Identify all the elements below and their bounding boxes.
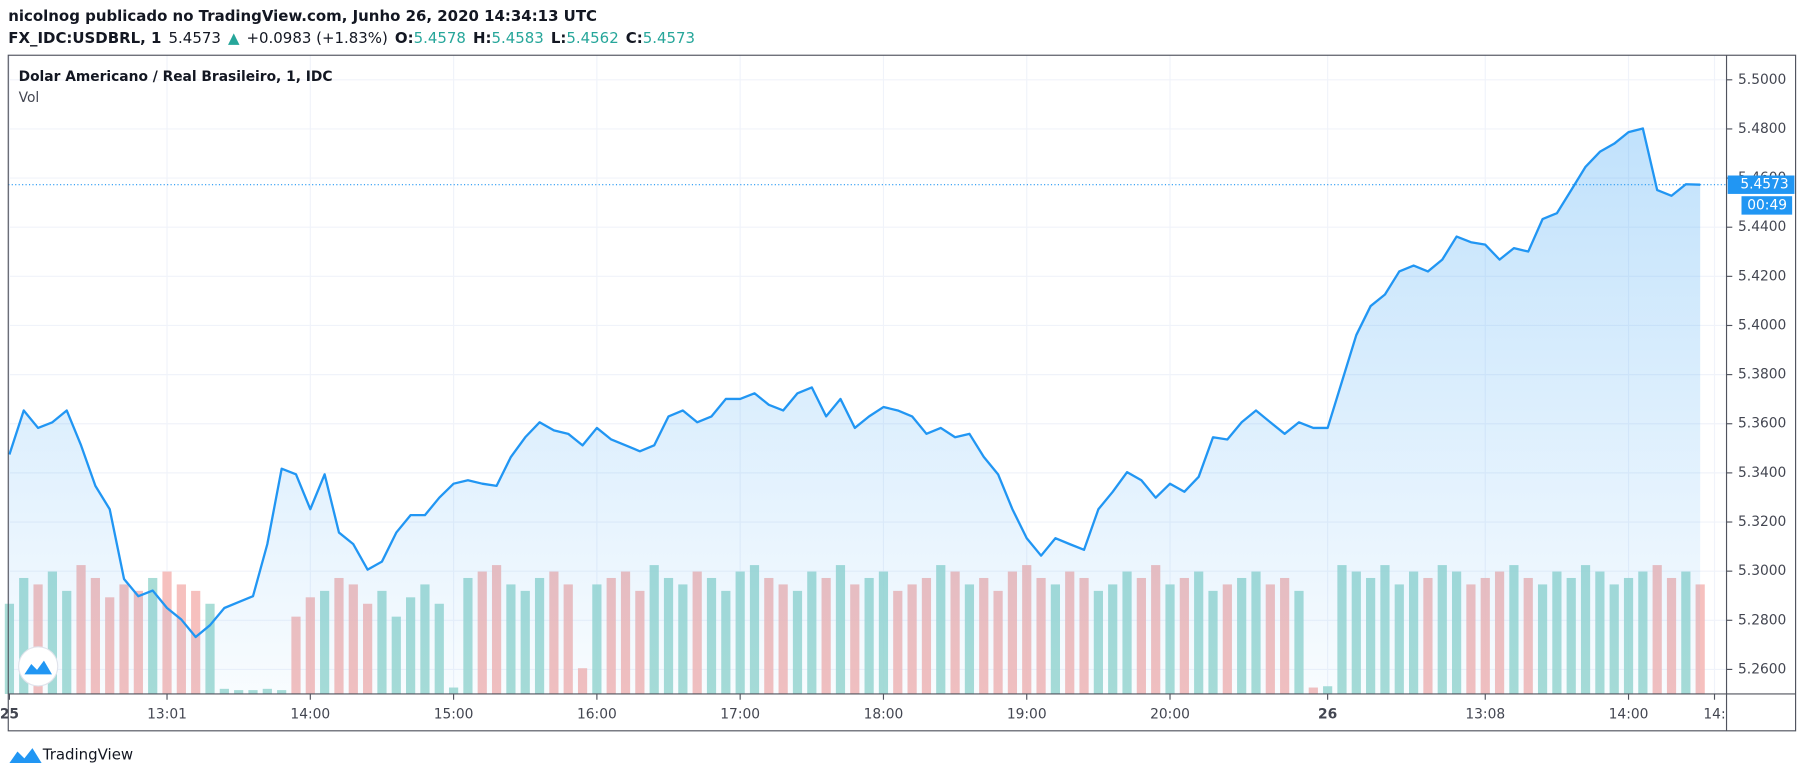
plot	[8, 127, 1727, 694]
y-tick-label: 5.3800	[1738, 367, 1786, 383]
y-tick-label: 5.3000	[1738, 563, 1786, 579]
volume-label: Vol	[19, 90, 40, 106]
price-line	[8, 127, 1701, 639]
x-tick-label: 20:00	[1150, 707, 1190, 723]
change: +0.0983 (+1.83%)	[247, 28, 388, 46]
y-tick-label: 5.4800	[1738, 121, 1786, 137]
arrow: ▲	[228, 28, 240, 46]
y-tick-label: 5.2600	[1738, 661, 1786, 677]
x-tick-label: 17:00	[720, 707, 760, 723]
low: 5.4562	[566, 28, 618, 46]
y-tick-label: 5.5000	[1738, 72, 1786, 88]
brand-icon	[9, 748, 42, 764]
x-tick-label: 14:	[1703, 707, 1725, 723]
c-label: C:	[626, 28, 643, 46]
x-tick-label: 13:08	[1465, 707, 1505, 723]
publisher-text: nicolnog publicado no TradingView.com, J…	[8, 7, 597, 25]
last-price-box	[1727, 175, 1795, 194]
badge-icon	[24, 660, 52, 675]
y-tick-label: 5.4400	[1738, 219, 1786, 235]
x-tick-label: 26	[1318, 707, 1337, 723]
x-tick-label: 25	[0, 707, 19, 723]
symbol: FX_IDC:USDBRL, 1	[8, 28, 161, 46]
l-label: L:	[551, 28, 567, 46]
y-tick-label: 5.4200	[1738, 268, 1786, 284]
y-tick-label: 5.3400	[1738, 465, 1786, 481]
y-tick-label: 5.3200	[1738, 514, 1786, 530]
o-label: O:	[395, 28, 414, 46]
last-price-label: 5.4573	[1740, 177, 1788, 193]
pane-border	[7, 54, 1797, 732]
chart-title: Dolar Americano / Real Brasileiro, 1, ID…	[19, 69, 333, 85]
close: 5.4573	[643, 28, 695, 46]
x-tick-label: 19:00	[1007, 707, 1047, 723]
y-tick-label: 5.2800	[1738, 612, 1786, 628]
open: 5.4578	[414, 28, 466, 46]
area-fill	[9, 128, 1701, 694]
x-tick-label: 18:00	[864, 707, 904, 723]
countdown-box	[1741, 196, 1793, 215]
axes: 5.2600 5.2800 5.3000 5.3200 5.3400 5.3600 5.38…	[0, 72, 1795, 723]
symbol-line: FX_IDC:USDBRL, 1 5.4573 ▲ +0.0983 (+1.83…	[8, 28, 695, 46]
y-tick-label: 5.3600	[1738, 416, 1786, 432]
x-tick-label: 14:00	[290, 707, 330, 723]
countdown: 00:49	[1747, 197, 1787, 213]
x-tick-label: 16:00	[577, 707, 617, 723]
h-label: H:	[473, 28, 492, 46]
logo-badge	[18, 646, 59, 687]
brand: TradingView	[42, 745, 133, 763]
x-tick-label: 13:01	[147, 707, 187, 723]
x-tick-label: 14:00	[1609, 707, 1649, 723]
last: 5.4573	[169, 28, 221, 46]
y-tick-label: 5.4000	[1738, 317, 1786, 333]
publisher: nicolnog publicado no TradingView.com, J…	[8, 7, 597, 25]
high: 5.4583	[491, 28, 543, 46]
badge-circle	[18, 646, 59, 687]
x-tick-label: 15:00	[434, 707, 474, 723]
